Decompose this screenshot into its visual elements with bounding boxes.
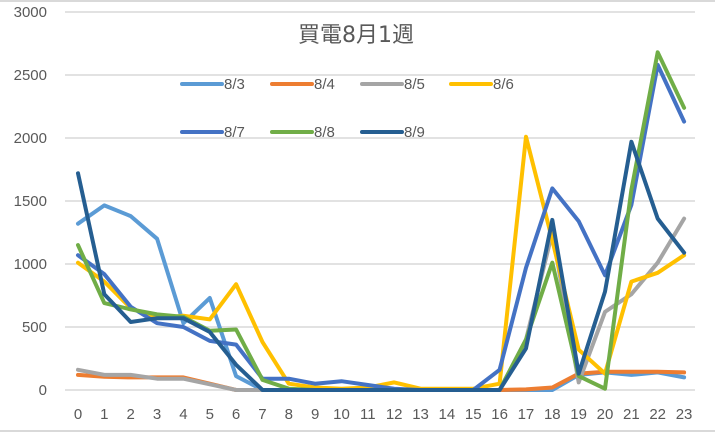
x-tick-label: 3 bbox=[153, 406, 161, 423]
y-tick-label: 2000 bbox=[14, 130, 47, 147]
x-tick-label: 23 bbox=[676, 406, 693, 423]
y-tick-label: 3000 bbox=[14, 4, 47, 21]
x-tick-label: 1 bbox=[100, 406, 108, 423]
series-line-8-6 bbox=[76, 134, 687, 391]
x-tick-label: 8 bbox=[285, 406, 293, 423]
legend-item-8-3[interactable]: 8/3 bbox=[180, 76, 245, 93]
legend-item-8-7[interactable]: 8/7 bbox=[180, 124, 245, 141]
gridlines bbox=[65, 11, 695, 391]
chart-border-bottom bbox=[0, 430, 715, 432]
x-tick-label: 2 bbox=[127, 406, 135, 423]
y-axis-labels: 0 500 1000 1500 2000 2500 3000 bbox=[14, 4, 47, 399]
x-tick-label: 20 bbox=[597, 406, 614, 423]
legend-label: 8/5 bbox=[404, 76, 425, 93]
x-tick-label: 17 bbox=[518, 406, 535, 423]
y-tick-label: 1000 bbox=[14, 256, 47, 273]
x-tick-label: 22 bbox=[649, 406, 666, 423]
x-tick-label: 12 bbox=[386, 406, 403, 423]
legend-label: 8/3 bbox=[224, 76, 245, 93]
x-tick-label: 13 bbox=[412, 406, 429, 423]
x-tick-label: 21 bbox=[623, 406, 640, 423]
series-lines bbox=[76, 50, 687, 392]
legend-item-8-8[interactable]: 8/8 bbox=[270, 124, 335, 141]
x-tick-label: 10 bbox=[333, 406, 350, 423]
x-tick-label: 16 bbox=[491, 406, 508, 423]
legend: 8/3 8/4 8/5 8/6 8/7 8/8 8/9 bbox=[180, 76, 514, 141]
legend-item-8-4[interactable]: 8/4 bbox=[270, 76, 335, 93]
legend-item-8-6[interactable]: 8/6 bbox=[449, 76, 514, 93]
legend-label: 8/8 bbox=[314, 124, 335, 141]
legend-item-8-5[interactable]: 8/5 bbox=[360, 76, 425, 93]
legend-label: 8/4 bbox=[314, 76, 335, 93]
chart-border-top bbox=[0, 0, 715, 2]
x-tick-label: 5 bbox=[206, 406, 214, 423]
x-axis-labels: 0 1 2 3 4 5 6 7 8 9 10 11 12 13 14 15 16 17 18 19 20 21 22 23 bbox=[74, 406, 693, 423]
legend-item-8-9[interactable]: 8/9 bbox=[360, 124, 425, 141]
x-tick-label: 18 bbox=[544, 406, 561, 423]
x-tick-label: 19 bbox=[570, 406, 587, 423]
y-tick-label: 1500 bbox=[14, 193, 47, 210]
x-tick-label: 7 bbox=[258, 406, 266, 423]
x-tick-label: 14 bbox=[439, 406, 456, 423]
y-tick-label: 2500 bbox=[14, 67, 47, 84]
x-tick-label: 0 bbox=[74, 406, 82, 423]
x-tick-label: 4 bbox=[179, 406, 187, 423]
y-tick-label: 500 bbox=[22, 319, 47, 336]
x-tick-label: 11 bbox=[360, 406, 376, 423]
legend-label: 8/9 bbox=[404, 124, 425, 141]
legend-label: 8/6 bbox=[493, 76, 514, 93]
series-line-8-7 bbox=[76, 62, 687, 392]
x-tick-label: 15 bbox=[465, 406, 482, 423]
legend-label: 8/7 bbox=[224, 124, 245, 141]
y-tick-label: 0 bbox=[39, 382, 47, 399]
series-line-8-9 bbox=[76, 139, 687, 392]
chart-title: 買電8月1週 bbox=[298, 23, 414, 48]
x-tick-label: 9 bbox=[311, 406, 319, 423]
x-tick-label: 6 bbox=[232, 406, 240, 423]
